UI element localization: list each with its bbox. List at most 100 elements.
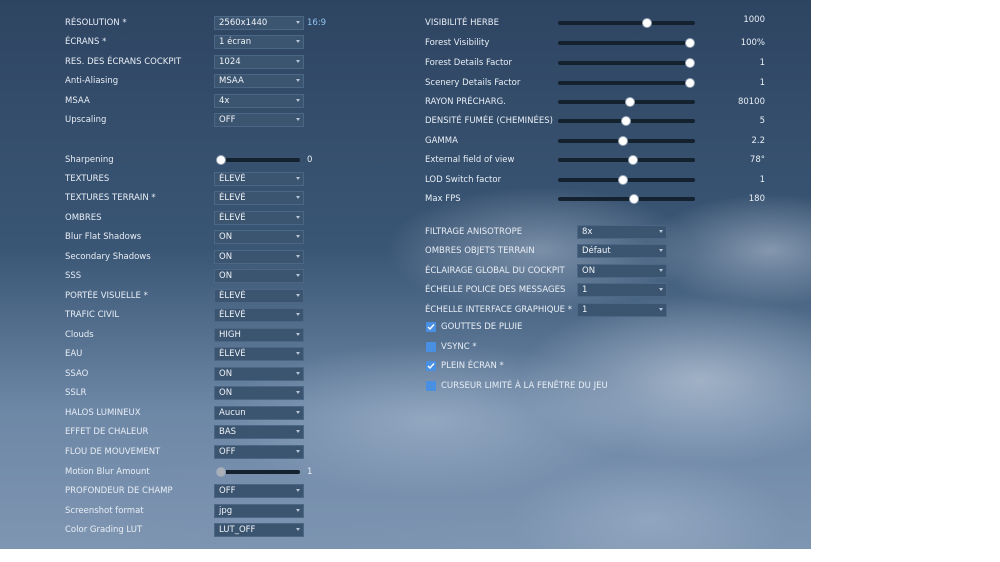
dropdown-effet-de-chaleur[interactable]: BAS — [214, 425, 304, 439]
setting-label-eau: EAU — [65, 349, 83, 359]
dropdown-flou-de-mouvement[interactable]: OFF — [214, 445, 304, 459]
slider-track-forest-visibility[interactable] — [558, 41, 695, 45]
checkmark-icon — [427, 324, 435, 331]
dropdown-resolution[interactable]: 2560x1440 — [214, 16, 304, 30]
setting-label-anti-aliasing: Anti-Aliasing — [65, 76, 119, 86]
dropdown-anti-aliasing[interactable]: MSAA — [214, 74, 304, 88]
slider-track-max-fps[interactable] — [558, 197, 695, 201]
checkbox-gouttes-de-pluie[interactable] — [426, 322, 436, 332]
slider-track-sharpening[interactable] — [220, 158, 300, 162]
slider-knob-scenery-details-factor[interactable] — [685, 78, 696, 88]
slider-knob-rayon-precharg[interactable] — [625, 97, 636, 107]
chevron-down-icon — [296, 216, 300, 219]
chevron-down-icon — [296, 509, 300, 512]
setting-label-trafic-civil: TRAFIC CIVIL — [65, 310, 120, 320]
chevron-down-icon — [296, 196, 300, 199]
chevron-down-icon — [296, 294, 300, 297]
chevron-down-icon — [296, 313, 300, 316]
slider-value-forest-details-factor: 1 — [759, 58, 765, 68]
setting-label-clouds: Clouds — [65, 330, 94, 340]
slider-label-gamma: GAMMA — [425, 136, 458, 146]
dropdown-ombres[interactable]: ÉLEVÉ — [214, 211, 304, 225]
slider-knob-forest-visibility[interactable] — [685, 38, 696, 48]
slider-knob-sharpening[interactable] — [216, 155, 226, 165]
slider-label-external-field-of-view: External field of view — [425, 155, 515, 165]
dropdown-screenshot-format[interactable]: jpg — [214, 504, 304, 518]
dropdown-value: ÉLEVÉ — [219, 193, 246, 203]
slider-track-visibilite-herbe[interactable] — [558, 21, 695, 25]
dropdown-value: ÉLEVÉ — [219, 291, 246, 301]
slider-track-external-field-of-view[interactable] — [558, 158, 695, 162]
slider-track-scenery-details-factor[interactable] — [558, 81, 695, 85]
dropdown-value: Aucun — [219, 408, 246, 418]
setting-label-effet-de-chaleur: EFFET DE CHALEUR — [65, 427, 149, 437]
dropdown-value: 1 — [582, 285, 588, 295]
chevron-down-icon — [296, 528, 300, 531]
chevron-down-icon — [296, 255, 300, 258]
dropdown-value: 4x — [219, 96, 230, 106]
dropdown-value: MSAA — [219, 76, 244, 86]
slider-knob-lod-switch-factor[interactable] — [618, 175, 629, 185]
checkbox-label-gouttes-de-pluie: GOUTTES DE PLUIE — [441, 322, 523, 332]
dropdown-value: ON — [219, 232, 233, 242]
dropdown-eau[interactable]: ÉLEVÉ — [214, 347, 304, 361]
slider-value-visibilite-herbe: 1000 — [743, 15, 765, 25]
slider-track-motion-blur-amount[interactable] — [220, 470, 300, 474]
dropdown-echelle-police-des-messages[interactable]: 1 — [577, 283, 667, 297]
setting-label-secondary-shadows: Secondary Shadows — [65, 252, 151, 262]
slider-knob-visibilite-herbe[interactable] — [642, 18, 653, 28]
chevron-down-icon — [296, 99, 300, 102]
dropdown-upscaling[interactable]: OFF — [214, 113, 304, 127]
dropdown-value: ON — [219, 271, 233, 281]
chevron-down-icon — [296, 352, 300, 355]
setting-label-echelle-interface-graphique: ÉCHELLE INTERFACE GRAPHIQUE * — [425, 305, 572, 315]
slider-label-lod-switch-factor: LOD Switch factor — [425, 175, 502, 185]
dropdown-res-des-ecrans-cockpit[interactable]: 1024 — [214, 55, 304, 69]
slider-knob-external-field-of-view[interactable] — [627, 155, 638, 165]
checkbox-curseur-limite-a-la-fenetre-du-jeu[interactable] — [426, 381, 436, 391]
slider-value-sharpening: 0 — [307, 155, 313, 165]
checkbox-plein-ecran[interactable] — [426, 361, 436, 371]
checkbox-vsync[interactable] — [426, 342, 436, 352]
dropdown-eclairage-global-du-cockpit[interactable]: ON — [577, 264, 667, 278]
slider-track-forest-details-factor[interactable] — [558, 61, 695, 65]
setting-label-res-des-ecrans-cockpit: RES. DES ÉCRANS COCKPIT — [65, 57, 182, 67]
dropdown-portee-visuelle[interactable]: ÉLEVÉ — [214, 289, 304, 303]
dropdown-ssao[interactable]: ON — [214, 367, 304, 381]
dropdown-halos-lumineux[interactable]: Aucun — [214, 406, 304, 420]
dropdown-value: 2560x1440 — [219, 18, 268, 28]
slider-value-external-field-of-view: 78° — [749, 155, 765, 165]
chevron-down-icon — [296, 430, 300, 433]
dropdown-sss[interactable]: ON — [214, 269, 304, 283]
slider-knob-densite-fumee-cheminees[interactable] — [621, 116, 631, 126]
dropdown-filtrage-anisotrope[interactable]: 8x — [577, 225, 667, 239]
chevron-down-icon — [659, 288, 663, 291]
dropdown-clouds[interactable]: HIGH — [214, 328, 304, 342]
dropdown-sslr[interactable]: ON — [214, 386, 304, 400]
dropdown-secondary-shadows[interactable]: ON — [214, 250, 304, 264]
slider-knob-motion-blur-amount[interactable] — [216, 467, 226, 477]
chevron-down-icon — [296, 391, 300, 394]
dropdown-profondeur-de-champ[interactable]: OFF — [214, 484, 304, 498]
dropdown-color-grading-lut[interactable]: LUT_OFF — [214, 523, 304, 537]
slider-knob-forest-details-factor[interactable] — [685, 58, 696, 68]
chevron-down-icon — [659, 249, 663, 252]
dropdown-trafic-civil[interactable]: ÉLEVÉ — [214, 308, 304, 322]
dropdown-textures-terrain[interactable]: ÉLEVÉ — [214, 191, 304, 205]
dropdown-blur-flat-shadows[interactable]: ON — [214, 230, 304, 244]
chevron-down-icon — [296, 489, 300, 492]
dropdown-msaa[interactable]: 4x — [214, 94, 304, 108]
dropdown-ecrans[interactable]: 1 écran — [214, 35, 304, 49]
chevron-down-icon — [296, 333, 300, 336]
dropdown-echelle-interface-graphique[interactable]: 1 — [577, 303, 667, 317]
checkmark-icon — [427, 363, 435, 370]
dropdown-value: ON — [219, 388, 233, 398]
slider-value-max-fps: 180 — [748, 194, 765, 204]
chevron-down-icon — [296, 235, 300, 238]
slider-value-forest-visibility: 100% — [740, 38, 765, 48]
slider-knob-gamma[interactable] — [618, 136, 629, 146]
dropdown-textures[interactable]: ÉLEVÉ — [214, 172, 304, 186]
slider-knob-max-fps[interactable] — [629, 194, 640, 204]
dropdown-ombres-objets-terrain[interactable]: Défaut — [577, 244, 667, 258]
chevron-down-icon — [659, 230, 663, 233]
